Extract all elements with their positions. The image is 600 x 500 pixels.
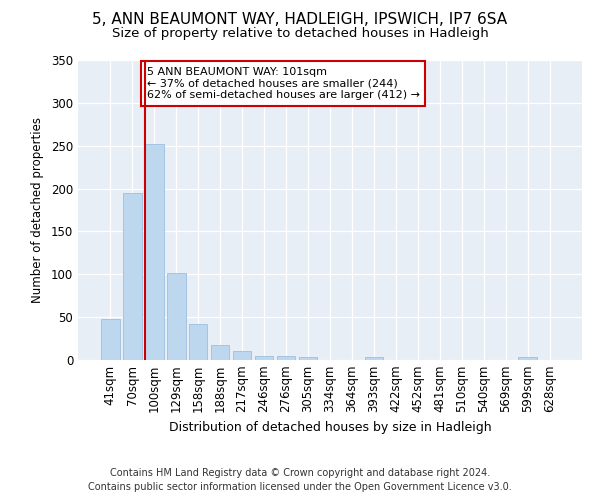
Y-axis label: Number of detached properties: Number of detached properties	[31, 117, 44, 303]
Bar	[365, 358, 383, 360]
Bar	[518, 358, 537, 360]
Bar	[167, 274, 185, 360]
Bar	[255, 356, 274, 360]
Bar	[101, 319, 119, 360]
Bar	[211, 344, 229, 360]
Text: Size of property relative to detached houses in Hadleigh: Size of property relative to detached ho…	[112, 28, 488, 40]
Bar	[123, 193, 142, 360]
Bar	[299, 356, 317, 360]
Text: 5 ANN BEAUMONT WAY: 101sqm
← 37% of detached houses are smaller (244)
62% of sem: 5 ANN BEAUMONT WAY: 101sqm ← 37% of deta…	[146, 67, 419, 100]
Bar	[233, 352, 251, 360]
Text: Contains HM Land Registry data © Crown copyright and database right 2024.
Contai: Contains HM Land Registry data © Crown c…	[88, 468, 512, 492]
Text: 5, ANN BEAUMONT WAY, HADLEIGH, IPSWICH, IP7 6SA: 5, ANN BEAUMONT WAY, HADLEIGH, IPSWICH, …	[92, 12, 508, 28]
Bar	[145, 144, 164, 360]
Bar	[277, 356, 295, 360]
Bar	[189, 324, 208, 360]
X-axis label: Distribution of detached houses by size in Hadleigh: Distribution of detached houses by size …	[169, 421, 491, 434]
